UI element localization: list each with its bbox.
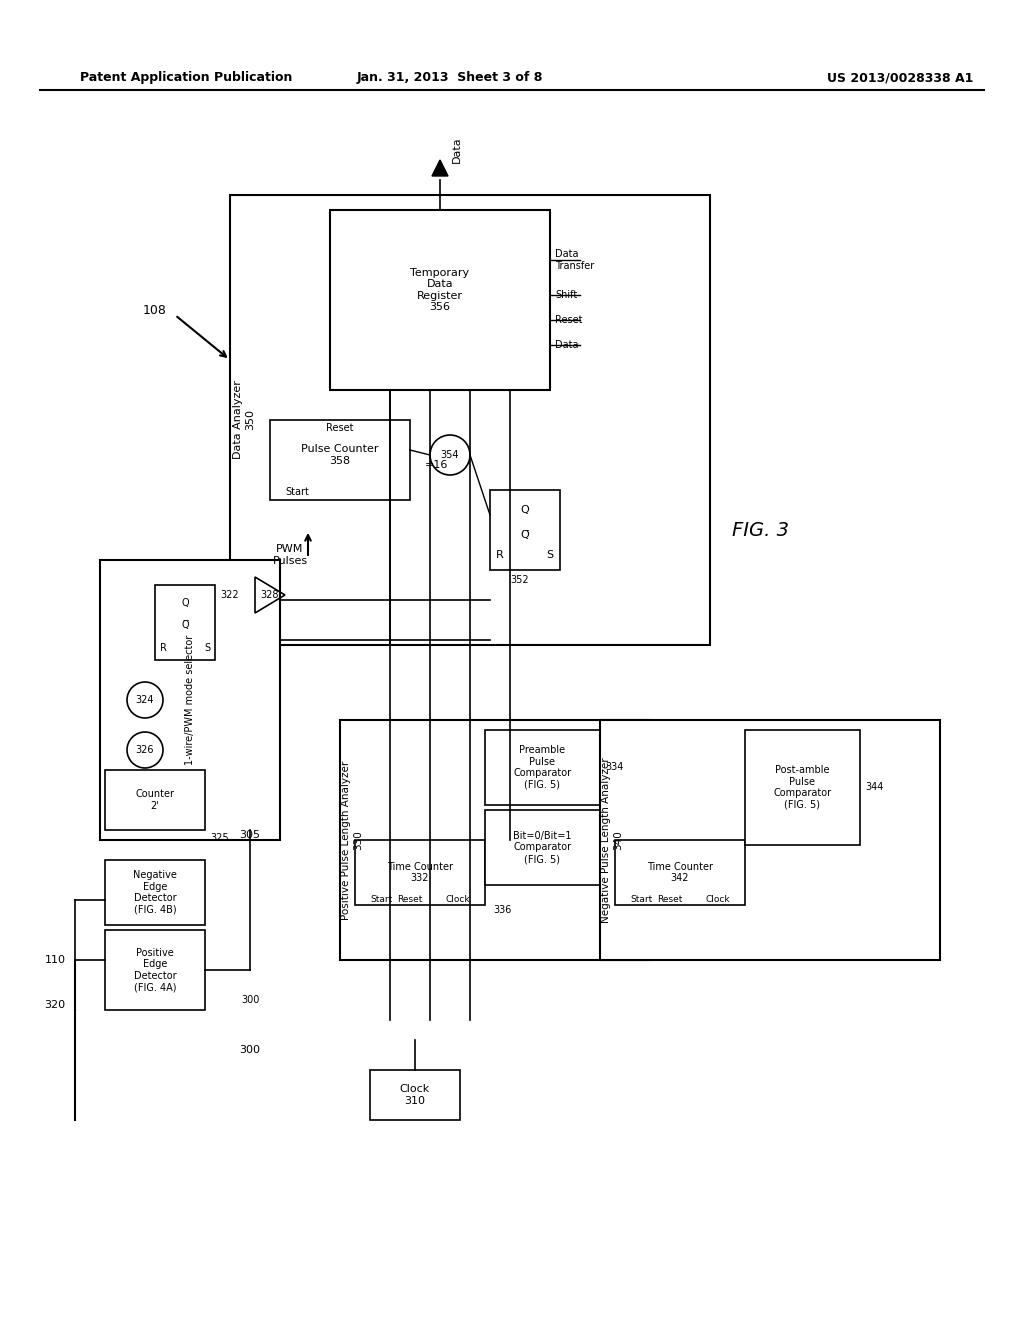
Text: Jan. 31, 2013  Sheet 3 of 8: Jan. 31, 2013 Sheet 3 of 8 <box>356 71 543 84</box>
Bar <box>105 770 205 830</box>
Bar <box>745 730 860 845</box>
Text: 305: 305 <box>240 830 260 840</box>
Text: 300: 300 <box>241 995 259 1005</box>
Text: 324: 324 <box>136 696 155 705</box>
Bar <box>490 490 560 570</box>
Bar <box>155 585 215 660</box>
Text: 108: 108 <box>143 304 167 317</box>
Text: Start: Start <box>370 895 392 904</box>
Text: Time Counter
332: Time Counter 332 <box>387 862 453 883</box>
Text: Clock: Clock <box>706 895 730 904</box>
Text: 1-wire/PWM mode selector: 1-wire/PWM mode selector <box>185 635 195 766</box>
Text: 322: 322 <box>220 590 239 601</box>
Text: 325: 325 <box>210 833 228 843</box>
Text: Patent Application Publication: Patent Application Publication <box>80 71 293 84</box>
Bar <box>600 719 940 960</box>
Text: 300: 300 <box>240 1045 260 1055</box>
Text: =16: =16 <box>425 459 449 470</box>
Text: Shift: Shift <box>555 290 578 300</box>
Bar <box>370 1071 460 1119</box>
Text: Bit=0/Bit=1
Comparator
(FIG. 5): Bit=0/Bit=1 Comparator (FIG. 5) <box>513 830 571 865</box>
Text: FIG. 3: FIG. 3 <box>731 520 788 540</box>
Text: US 2013/0028338 A1: US 2013/0028338 A1 <box>826 71 973 84</box>
Text: Data Analyzer
350: Data Analyzer 350 <box>233 380 255 459</box>
Text: Reset: Reset <box>327 422 353 433</box>
Text: Data: Data <box>555 341 579 350</box>
Text: R: R <box>160 643 167 653</box>
Text: Reset: Reset <box>397 895 423 904</box>
Bar <box>230 195 710 645</box>
Text: 354: 354 <box>440 450 459 459</box>
Text: S: S <box>204 643 210 653</box>
Text: Reset: Reset <box>657 895 683 904</box>
Text: Start: Start <box>630 895 652 904</box>
Text: Reset: Reset <box>555 315 583 325</box>
Text: 110: 110 <box>44 954 66 965</box>
Text: 328: 328 <box>261 590 280 601</box>
Text: Negative Pulse Length Analyzer
340: Negative Pulse Length Analyzer 340 <box>601 758 623 923</box>
Text: Q: Q <box>181 598 188 609</box>
Text: R: R <box>496 550 504 560</box>
Text: S: S <box>547 550 554 560</box>
Text: PWM
Pulses: PWM Pulses <box>272 544 307 566</box>
Text: Data: Data <box>452 137 462 164</box>
Text: Preamble
Pulse
Comparator
(FIG. 5): Preamble Pulse Comparator (FIG. 5) <box>513 744 571 789</box>
Text: 336: 336 <box>493 906 511 915</box>
Text: 352: 352 <box>511 576 529 585</box>
Text: Q: Q <box>520 506 529 515</box>
Text: Time Counter
342: Time Counter 342 <box>647 862 713 883</box>
Bar <box>615 840 745 906</box>
Text: 334: 334 <box>605 763 624 772</box>
Bar <box>355 840 485 906</box>
Text: Q̅: Q̅ <box>520 531 529 540</box>
Bar <box>485 810 600 884</box>
Bar <box>485 730 600 805</box>
Bar <box>105 861 205 925</box>
Text: Clock: Clock <box>445 895 470 904</box>
Text: Start: Start <box>285 487 309 498</box>
Text: Temporary
Data
Register
356: Temporary Data Register 356 <box>411 268 470 313</box>
Text: Positive Pulse Length Analyzer
330: Positive Pulse Length Analyzer 330 <box>341 760 362 920</box>
Bar <box>340 719 650 960</box>
Text: Pulse Counter
358: Pulse Counter 358 <box>301 445 379 466</box>
Text: 326: 326 <box>136 744 155 755</box>
Bar <box>270 420 410 500</box>
Text: Data
Transfer: Data Transfer <box>555 249 594 271</box>
Bar <box>100 560 280 840</box>
Text: Post-amble
Pulse
Comparator
(FIG. 5): Post-amble Pulse Comparator (FIG. 5) <box>773 766 831 810</box>
Polygon shape <box>432 160 449 176</box>
Text: Q̅: Q̅ <box>181 620 188 630</box>
Text: 320: 320 <box>44 1001 66 1010</box>
Text: Positive
Edge
Detector
(FIG. 4A): Positive Edge Detector (FIG. 4A) <box>134 948 176 993</box>
Text: Counter
2': Counter 2' <box>135 789 174 810</box>
Text: Negative
Edge
Detector
(FIG. 4B): Negative Edge Detector (FIG. 4B) <box>133 870 177 915</box>
Text: 344: 344 <box>865 783 884 792</box>
Bar <box>330 210 550 389</box>
Bar <box>105 931 205 1010</box>
Text: Clock
310: Clock 310 <box>400 1084 430 1106</box>
